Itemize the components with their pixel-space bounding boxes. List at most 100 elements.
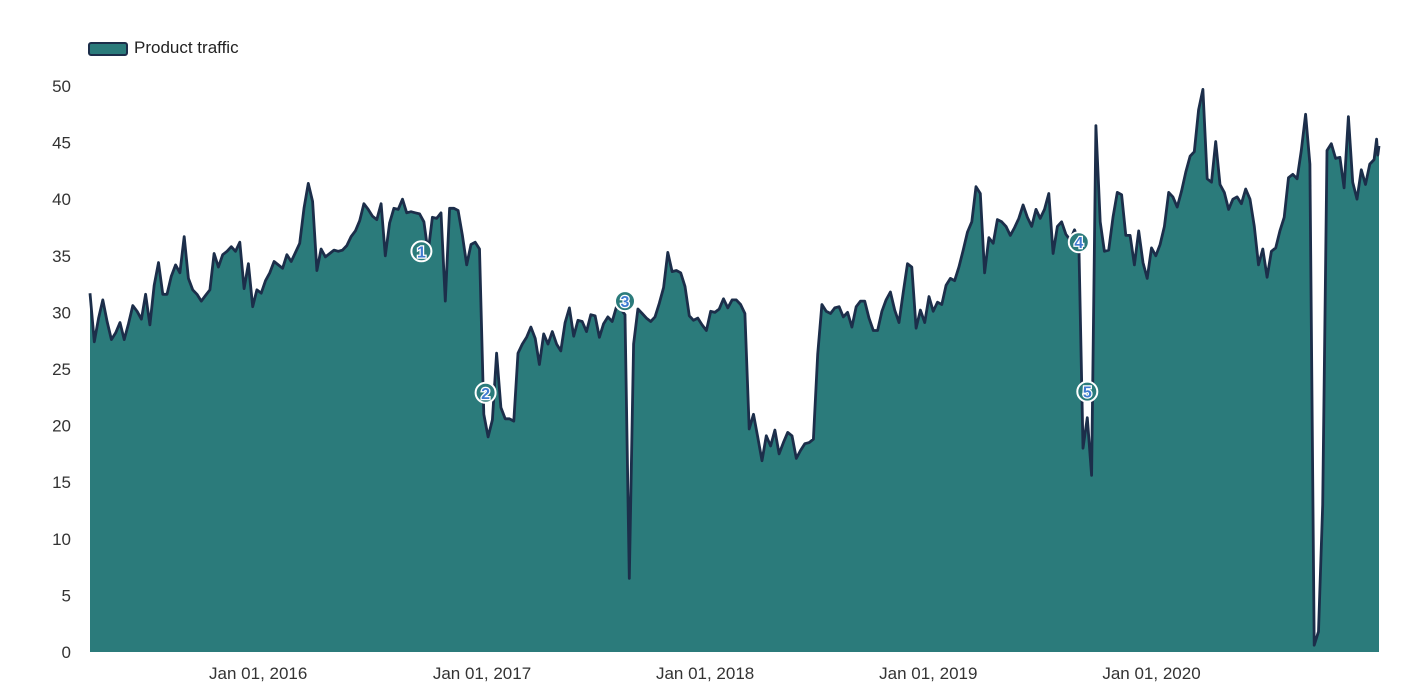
data-point[interactable] [991, 241, 995, 245]
data-point[interactable] [1377, 144, 1381, 148]
data-point[interactable] [966, 230, 970, 234]
data-point[interactable] [341, 248, 345, 252]
data-point[interactable] [1359, 168, 1363, 172]
data-point[interactable] [580, 320, 584, 324]
data-point[interactable] [315, 269, 319, 273]
data-point[interactable] [1334, 156, 1338, 160]
data-point[interactable] [1038, 216, 1042, 220]
data-point[interactable] [1222, 190, 1226, 194]
data-point[interactable] [169, 274, 173, 278]
annotation-marker-3[interactable]: 3 [614, 290, 636, 312]
data-point[interactable] [863, 299, 867, 303]
data-point[interactable] [1090, 473, 1094, 477]
data-point[interactable] [559, 349, 563, 353]
data-point[interactable] [606, 315, 610, 319]
data-point[interactable] [974, 185, 978, 189]
legend[interactable]: Product traffic [88, 38, 239, 57]
data-point[interactable] [1162, 224, 1166, 228]
data-point[interactable] [114, 331, 118, 335]
data-point[interactable] [336, 249, 340, 253]
data-point[interactable] [1008, 233, 1012, 237]
data-point[interactable] [1060, 220, 1064, 224]
data-point[interactable] [469, 243, 473, 247]
data-point[interactable] [953, 279, 957, 283]
data-point[interactable] [957, 265, 961, 269]
data-point[interactable] [101, 298, 105, 302]
data-point[interactable] [486, 435, 490, 439]
data-point[interactable] [550, 330, 554, 334]
data-point[interactable] [499, 406, 503, 410]
data-point[interactable] [760, 459, 764, 463]
data-point[interactable] [995, 218, 999, 222]
data-point[interactable] [739, 303, 743, 307]
data-point[interactable] [1201, 87, 1205, 91]
data-point[interactable] [811, 437, 815, 441]
data-point[interactable] [1239, 202, 1243, 206]
data-point[interactable] [375, 218, 379, 222]
data-point[interactable] [683, 284, 687, 288]
data-point[interactable] [1218, 183, 1222, 187]
data-point[interactable] [366, 207, 370, 211]
data-point[interactable] [1274, 246, 1278, 250]
data-point[interactable] [328, 252, 332, 256]
data-point[interactable] [567, 306, 571, 310]
data-point[interactable] [178, 271, 182, 275]
data-point[interactable] [289, 260, 293, 264]
data-point[interactable] [1000, 220, 1004, 224]
data-point[interactable] [674, 269, 678, 273]
data-point[interactable] [1364, 183, 1368, 187]
data-point[interactable] [1043, 207, 1047, 211]
data-point[interactable] [1081, 446, 1085, 450]
data-point[interactable] [773, 428, 777, 432]
data-point[interactable] [1346, 115, 1350, 119]
data-point[interactable] [627, 576, 631, 580]
data-point[interactable] [1231, 197, 1235, 201]
data-point[interactable] [195, 292, 199, 296]
data-point[interactable] [717, 307, 721, 311]
data-point[interactable] [418, 212, 422, 216]
data-point[interactable] [495, 351, 499, 355]
data-point[interactable] [246, 262, 250, 266]
data-point[interactable] [353, 229, 357, 233]
data-point[interactable] [1137, 229, 1141, 233]
data-point[interactable] [859, 299, 863, 303]
data-point[interactable] [212, 252, 216, 256]
data-point[interactable] [837, 305, 841, 309]
data-point[interactable] [644, 316, 648, 320]
data-point[interactable] [186, 276, 190, 280]
data-point[interactable] [255, 288, 259, 292]
data-point[interactable] [696, 316, 700, 320]
data-point[interactable] [323, 255, 327, 259]
data-point[interactable] [709, 309, 713, 313]
data-point[interactable] [910, 265, 914, 269]
data-point[interactable] [961, 248, 965, 252]
data-point[interactable] [1154, 254, 1158, 258]
data-point[interactable] [1252, 224, 1256, 228]
data-point[interactable] [182, 235, 186, 239]
annotation-marker-1[interactable]: 1 [410, 240, 433, 263]
data-point[interactable] [529, 325, 533, 329]
data-point[interactable] [221, 253, 225, 257]
data-point[interactable] [1188, 154, 1192, 158]
data-point[interactable] [1184, 170, 1188, 174]
data-point[interactable] [1004, 224, 1008, 228]
data-point[interactable] [139, 317, 143, 321]
data-point[interactable] [1145, 276, 1149, 280]
data-point[interactable] [1376, 153, 1380, 157]
data-point[interactable] [931, 309, 935, 313]
data-point[interactable] [901, 290, 905, 294]
data-point[interactable] [880, 309, 884, 313]
data-point[interactable] [208, 288, 212, 292]
data-point[interactable] [1111, 215, 1115, 219]
data-point[interactable] [987, 236, 991, 240]
data-point[interactable] [1017, 216, 1021, 220]
data-point[interactable] [722, 297, 726, 301]
data-point[interactable] [790, 434, 794, 438]
data-point[interactable] [666, 250, 670, 254]
data-point[interactable] [752, 412, 756, 416]
data-point[interactable] [602, 322, 606, 326]
data-point[interactable] [970, 220, 974, 224]
data-point[interactable] [576, 318, 580, 322]
data-point[interactable] [268, 271, 272, 275]
data-point[interactable] [867, 316, 871, 320]
